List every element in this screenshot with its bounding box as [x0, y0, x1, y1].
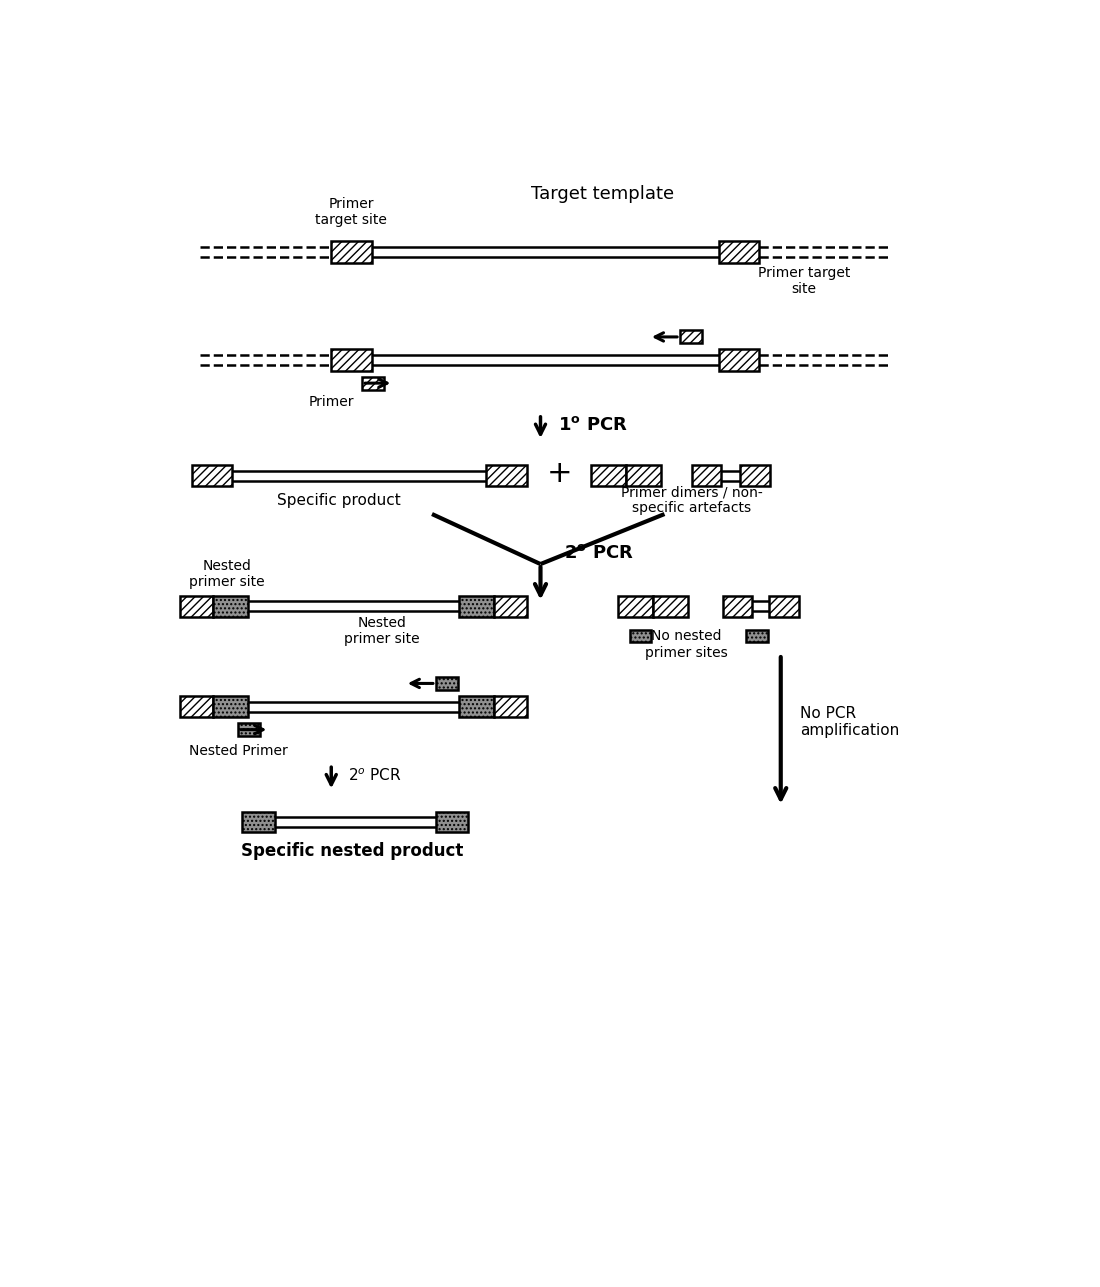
Text: $\mathbf{1^o}$ PCR: $\mathbf{1^o}$ PCR — [558, 417, 627, 435]
Text: Primer dimers / non-
specific artefacts: Primer dimers / non- specific artefacts — [620, 485, 762, 515]
Bar — [436, 812, 469, 831]
Bar — [740, 465, 770, 486]
Bar — [212, 596, 248, 618]
Text: Specific product: Specific product — [277, 493, 400, 507]
Text: Target template: Target template — [531, 185, 674, 203]
Bar — [718, 349, 759, 371]
Text: +: + — [547, 458, 573, 488]
Bar — [180, 596, 212, 618]
Bar — [459, 596, 494, 618]
Bar — [362, 377, 384, 390]
Bar — [653, 596, 688, 618]
Bar — [591, 465, 626, 486]
Text: Nested
primer site: Nested primer site — [344, 616, 419, 646]
Bar — [626, 465, 661, 486]
Bar — [459, 696, 494, 717]
Text: Specific nested product: Specific nested product — [241, 842, 463, 860]
Text: No PCR
amplification: No PCR amplification — [800, 705, 900, 739]
Bar — [331, 242, 372, 263]
Bar — [494, 696, 527, 717]
Bar — [618, 596, 653, 618]
Text: No nested: No nested — [651, 628, 722, 642]
Bar — [629, 629, 651, 642]
Text: $2^o$ PCR: $2^o$ PCR — [349, 767, 403, 784]
Text: primer sites: primer sites — [645, 646, 727, 660]
Text: Primer
target site: Primer target site — [316, 197, 387, 228]
Bar — [242, 812, 275, 831]
Bar — [494, 596, 527, 618]
Text: Primer: Primer — [308, 395, 354, 409]
Bar — [239, 723, 260, 736]
Text: $\mathbf{2^o}$ PCR: $\mathbf{2^o}$ PCR — [563, 543, 634, 561]
Text: Nested Primer: Nested Primer — [189, 744, 287, 758]
Text: Primer target
site: Primer target site — [758, 265, 850, 296]
Text: Nested
primer site: Nested primer site — [189, 559, 264, 589]
Bar — [746, 629, 768, 642]
Bar — [180, 696, 212, 717]
Bar — [680, 331, 702, 344]
Bar — [769, 596, 799, 618]
Bar — [486, 465, 527, 486]
Bar — [191, 465, 232, 486]
Bar — [436, 677, 458, 690]
Bar — [692, 465, 722, 486]
Bar — [723, 596, 752, 618]
Bar — [718, 242, 759, 263]
Bar — [331, 349, 372, 371]
Bar — [212, 696, 248, 717]
